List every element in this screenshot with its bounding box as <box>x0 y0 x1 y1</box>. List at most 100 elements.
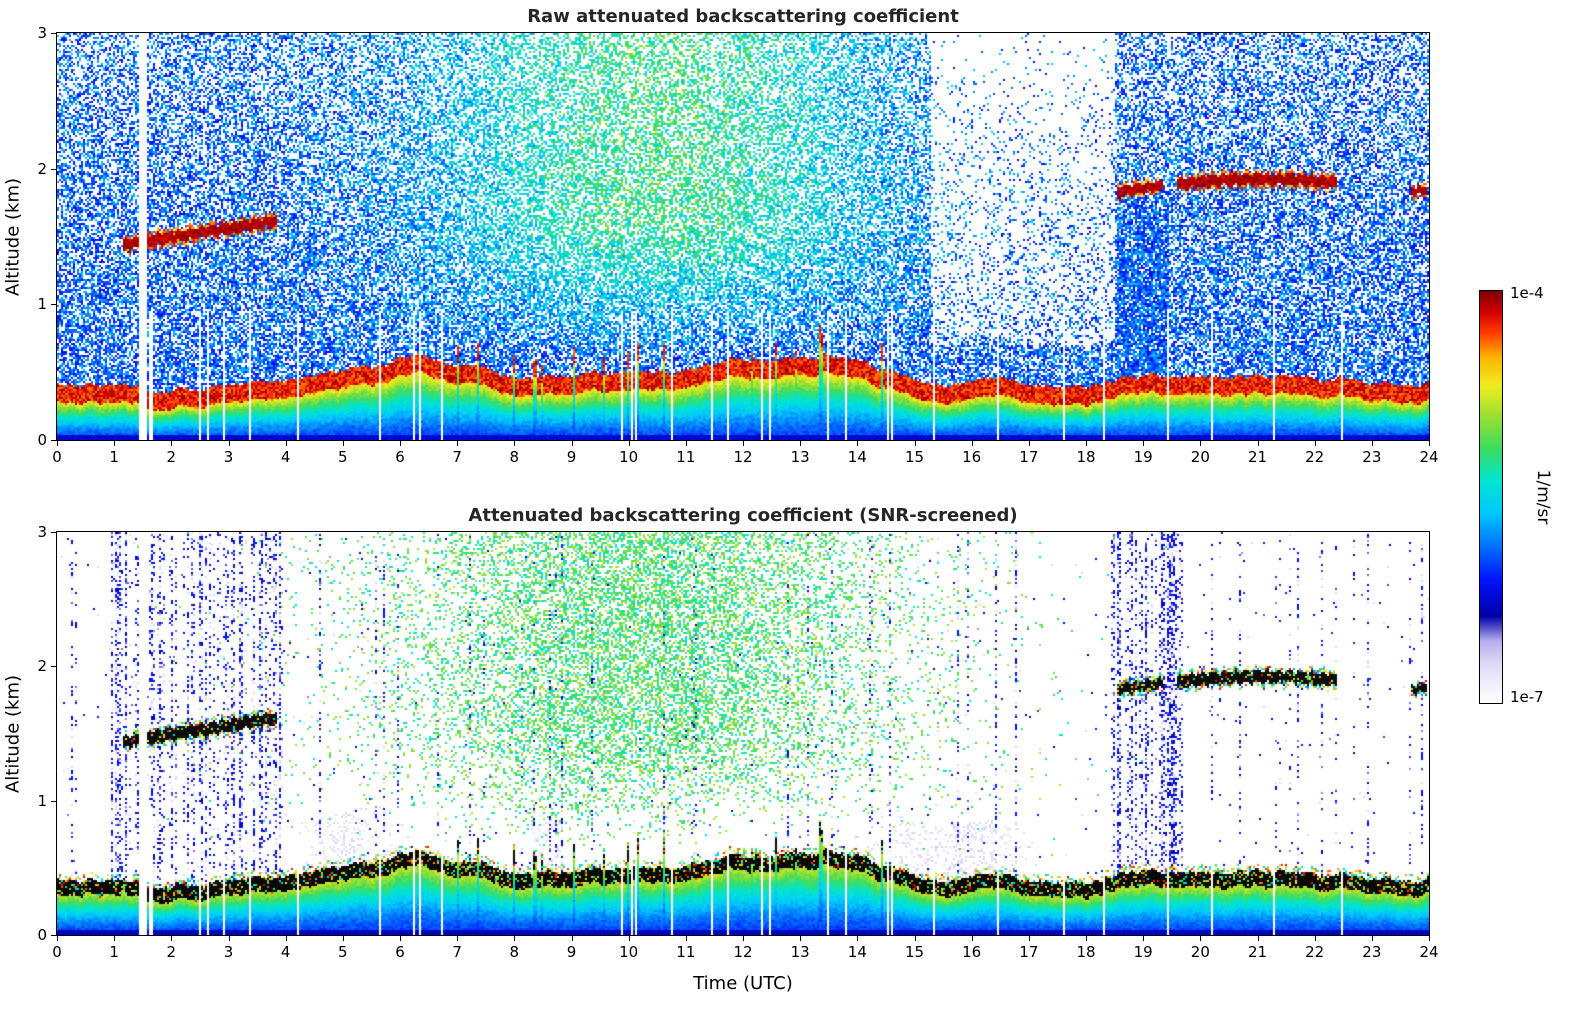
raw-panel-title: Raw attenuated backscattering coefficien… <box>527 6 959 27</box>
x-tick-label: 4 <box>280 448 291 466</box>
x-tick-mark <box>1314 936 1316 941</box>
x-tick-mark <box>171 441 173 446</box>
x-tick-label: 7 <box>452 943 462 961</box>
x-tick-label: 12 <box>733 448 753 466</box>
x-tick-label: 15 <box>904 448 925 466</box>
x-tick-label: 20 <box>1190 448 1210 466</box>
screened-panel: Attenuated backscattering coefficient (S… <box>3 505 1439 994</box>
x-tick-mark <box>114 441 116 446</box>
x-tick-label: 20 <box>1190 943 1210 961</box>
x-tick-mark <box>800 441 802 446</box>
x-tick-mark <box>1371 441 1373 446</box>
x-axis-label: Time (UTC) <box>693 973 793 994</box>
x-tick-mark <box>571 936 573 941</box>
x-tick-label: 17 <box>1019 448 1039 466</box>
x-tick-label: 14 <box>847 943 867 961</box>
x-tick-mark <box>1086 441 1087 446</box>
raw-panel: Raw attenuated backscattering coefficien… <box>3 6 1439 466</box>
x-tick-mark <box>457 441 459 446</box>
y-tick-mark <box>51 800 56 802</box>
screened-y-axis-ticks: 0 1 2 3 <box>0 523 57 944</box>
raw-y-axis-ticks: 0 1 2 3 <box>0 24 57 449</box>
x-tick-mark <box>1200 441 1202 446</box>
x-tick-label: 9 <box>566 943 577 961</box>
x-tick-mark <box>514 441 516 446</box>
x-tick-mark <box>1086 936 1087 941</box>
x-tick-label: 16 <box>962 943 982 961</box>
x-tick-label: 8 <box>509 448 520 466</box>
x-tick-label: 3 <box>223 448 234 466</box>
x-tick-mark <box>57 441 58 446</box>
x-tick-mark <box>228 936 230 941</box>
screened-heatmap-canvas <box>56 531 1430 936</box>
raw-x-axis-ticks: 0 1 2 3 4 5 6 7 8 9 10 11 12 13 14 15 16 17 18 19 20 21 22 23 24 <box>52 440 1439 474</box>
x-tick-mark <box>285 441 287 446</box>
x-tick-label: 23 <box>1362 448 1382 466</box>
x-tick-mark <box>1028 936 1030 941</box>
x-tick-label: 21 <box>1247 448 1268 466</box>
x-tick-mark <box>400 441 401 446</box>
colorbar-max-label: 1e-4 <box>1510 284 1544 302</box>
x-tick-mark <box>628 441 630 446</box>
x-tick-label: 11 <box>676 448 696 466</box>
x-tick-label: 24 <box>1419 943 1439 961</box>
x-tick-label: 6 <box>395 448 405 466</box>
screened-panel-title: Attenuated backscattering coefficient (S… <box>468 505 1018 526</box>
y-tick-mark <box>51 532 56 533</box>
y-tick-mark <box>51 440 56 441</box>
colorbar-unit-label: 1/m/sr <box>1533 469 1553 525</box>
x-tick-label: 21 <box>1247 943 1268 961</box>
y-tick-label: 1 <box>37 791 47 810</box>
x-tick-label: 9 <box>566 448 577 466</box>
screened-y-axis-label: Altitude (km) <box>2 674 24 793</box>
x-tick-label: 4 <box>280 943 291 961</box>
colorbar-min-label: 1e-7 <box>1510 688 1544 706</box>
x-tick-label: 2 <box>166 943 177 961</box>
x-tick-label: 12 <box>733 943 753 961</box>
x-tick-mark <box>1028 441 1030 446</box>
x-tick-label: 17 <box>1019 943 1039 961</box>
x-tick-mark <box>1429 936 1430 941</box>
y-tick-label: 0 <box>37 926 47 944</box>
x-tick-label: 24 <box>1419 448 1439 466</box>
x-tick-mark <box>914 441 916 446</box>
y-tick-mark <box>51 168 56 170</box>
y-tick-label: 2 <box>37 159 47 178</box>
y-tick-label: 2 <box>37 657 47 676</box>
x-tick-label: 11 <box>676 943 696 961</box>
x-tick-label: 22 <box>1305 448 1325 466</box>
x-tick-mark <box>1314 441 1316 446</box>
x-tick-mark <box>1257 936 1259 941</box>
x-tick-label: 6 <box>395 943 405 961</box>
x-tick-label: 5 <box>338 943 348 961</box>
x-tick-mark <box>971 936 973 941</box>
y-tick-mark <box>51 33 56 34</box>
x-tick-label: 18 <box>1076 448 1096 466</box>
x-tick-label: 16 <box>962 448 982 466</box>
x-tick-label: 8 <box>509 943 520 961</box>
x-tick-label: 0 <box>52 943 62 961</box>
x-tick-label: 10 <box>619 943 639 961</box>
x-tick-mark <box>743 441 744 446</box>
x-tick-mark <box>400 936 401 941</box>
x-tick-mark <box>743 936 744 941</box>
x-tick-mark <box>571 441 573 446</box>
x-tick-mark <box>114 936 116 941</box>
screened-x-axis-ticks: 0 1 2 3 4 5 6 7 8 9 10 11 12 13 14 15 16 17 18 19 20 21 22 23 24 <box>52 935 1439 969</box>
x-tick-mark <box>914 936 916 941</box>
y-tick-label: 3 <box>37 24 47 42</box>
x-tick-label: 3 <box>223 943 234 961</box>
x-tick-label: 18 <box>1076 943 1096 961</box>
x-tick-mark <box>342 936 344 941</box>
x-tick-label: 22 <box>1305 943 1325 961</box>
x-tick-mark <box>514 936 516 941</box>
x-tick-label: 5 <box>338 448 348 466</box>
x-tick-label: 0 <box>52 448 62 466</box>
y-tick-mark <box>51 304 56 306</box>
raw-y-axis-label: Altitude (km) <box>2 177 24 296</box>
x-tick-mark <box>1200 936 1202 941</box>
x-tick-mark <box>342 441 344 446</box>
x-tick-label: 19 <box>1133 448 1153 466</box>
x-tick-label: 1 <box>109 448 119 466</box>
